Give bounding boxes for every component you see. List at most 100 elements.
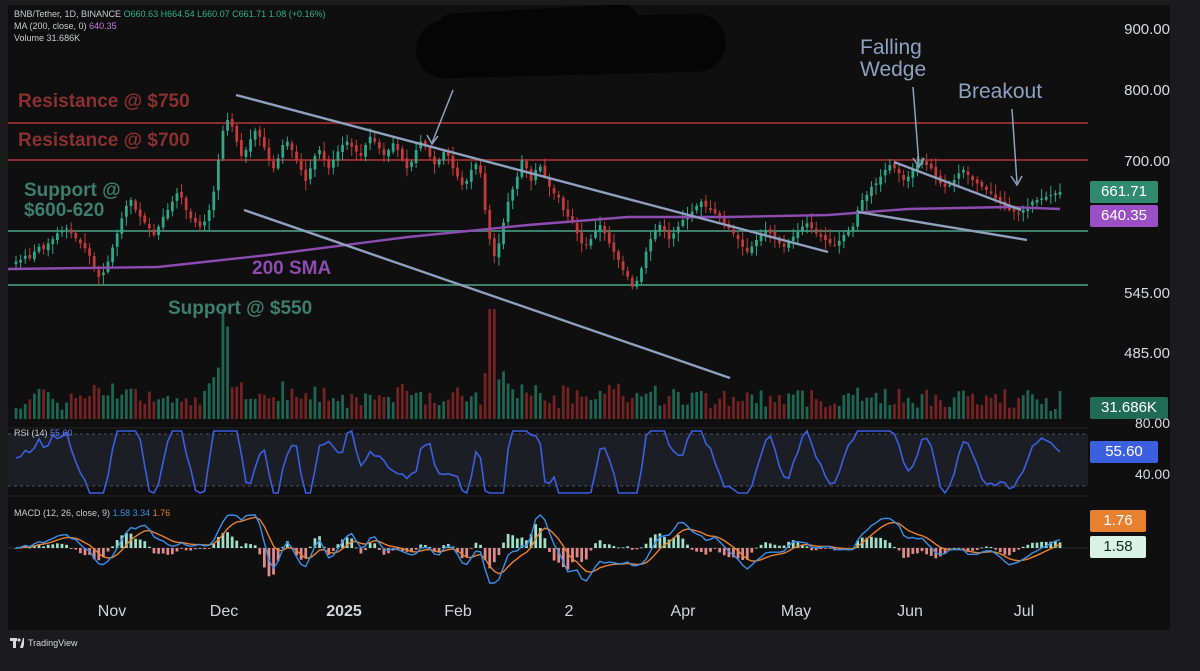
volume-bar bbox=[437, 405, 441, 419]
volume-bar bbox=[474, 392, 478, 419]
time-label-apr: Apr bbox=[670, 603, 696, 620]
macd-hist-bar bbox=[943, 548, 947, 554]
volume-bar bbox=[124, 389, 128, 419]
candle-body bbox=[897, 168, 901, 174]
candle-body bbox=[975, 179, 979, 184]
macd-value-tag: 1.58 bbox=[1090, 536, 1146, 558]
macd-hist-bar bbox=[304, 548, 308, 558]
price-tick-545: 545.00 bbox=[1124, 285, 1170, 302]
volume-bar bbox=[442, 401, 446, 419]
volume-bar bbox=[230, 387, 234, 419]
macd-hist-bar bbox=[598, 540, 602, 548]
macd-line bbox=[15, 514, 1061, 584]
volume-bar bbox=[630, 397, 634, 419]
macd-hist-bar bbox=[244, 543, 248, 548]
candle-body bbox=[796, 231, 800, 238]
candle-body bbox=[382, 149, 386, 155]
volume-bar bbox=[791, 394, 795, 419]
volume-bar bbox=[529, 395, 533, 419]
macd-hist-bar bbox=[902, 548, 906, 558]
candle-body bbox=[566, 209, 570, 217]
macd-hist-bar bbox=[502, 542, 505, 548]
macd-hist-bar bbox=[1003, 548, 1007, 555]
candle-body bbox=[580, 232, 584, 244]
macd-hist-bar bbox=[584, 548, 588, 560]
macd-hist-bar bbox=[437, 548, 441, 552]
macd-hist-bar bbox=[649, 537, 653, 548]
volume-bar bbox=[488, 309, 492, 419]
candle-body bbox=[718, 212, 722, 219]
macd-hist-bar bbox=[690, 548, 694, 550]
annotation-support-550: Support @ $550 bbox=[168, 298, 313, 319]
macd-hist-bar bbox=[704, 548, 708, 555]
volume-bar bbox=[525, 392, 528, 419]
volume-bar bbox=[396, 387, 400, 419]
legend-signal-value: 1.76 bbox=[152, 508, 171, 518]
volume-bar bbox=[368, 394, 372, 419]
macd-hist-bar bbox=[520, 537, 524, 548]
candle-body bbox=[810, 222, 814, 229]
macd-hist-bar bbox=[975, 548, 979, 550]
candle-body bbox=[373, 138, 377, 142]
candle-body bbox=[911, 170, 915, 178]
candle-body bbox=[414, 150, 418, 164]
candle-body bbox=[456, 167, 459, 177]
candle-body bbox=[253, 130, 257, 140]
volume-bar bbox=[842, 395, 846, 419]
volume-bar bbox=[281, 381, 285, 419]
volume-bar bbox=[589, 399, 593, 419]
macd-hist-bar bbox=[515, 538, 519, 548]
candle-body bbox=[212, 191, 216, 211]
macd-hist-bar bbox=[865, 537, 869, 548]
candle-body bbox=[925, 161, 929, 165]
candle-body bbox=[833, 244, 837, 246]
macd-hist-bar bbox=[911, 548, 915, 554]
candle-body bbox=[290, 143, 294, 150]
candle-body bbox=[341, 145, 344, 153]
volume-bar bbox=[102, 395, 105, 419]
macd-hist-bar bbox=[630, 548, 634, 550]
macd-hist-bar bbox=[479, 544, 482, 548]
ma-price-tag: 640.35 bbox=[1090, 205, 1158, 227]
time-label-dec: Dec bbox=[209, 603, 239, 620]
candle-body bbox=[345, 141, 349, 145]
candle-body bbox=[1021, 210, 1025, 213]
volume-bar bbox=[465, 401, 469, 419]
macd-hist-bar bbox=[957, 547, 961, 549]
chart-pane[interactable]: BNB/Tether, 1D, BINANCE O660.63 H664.54 … bbox=[8, 5, 1088, 630]
macd-hist-bar bbox=[773, 544, 777, 548]
volume-bar bbox=[649, 391, 653, 419]
macd-hist-bar bbox=[745, 548, 749, 560]
volume-bar bbox=[704, 392, 708, 419]
candle-body bbox=[819, 234, 823, 237]
macd-hist-bar bbox=[193, 548, 197, 550]
macd-hist-bar bbox=[65, 544, 68, 548]
macd-hist-bar bbox=[170, 548, 174, 555]
volume-bar bbox=[1026, 390, 1030, 419]
candle-body bbox=[649, 239, 653, 252]
macd-hist-bar bbox=[69, 548, 73, 549]
volume-bar bbox=[258, 393, 262, 419]
candle-body bbox=[653, 230, 657, 240]
macd-hist-bar bbox=[492, 548, 496, 563]
price-axis[interactable]: 900.00 800.00 700.00 545.00 485.00 661.7… bbox=[1088, 5, 1170, 630]
candle-body bbox=[97, 269, 101, 277]
volume-bar bbox=[138, 400, 142, 419]
candle-body bbox=[805, 223, 809, 228]
candle-body bbox=[193, 217, 197, 223]
candle-body bbox=[433, 156, 436, 165]
volume-bar bbox=[732, 396, 735, 419]
candle-body bbox=[285, 141, 289, 147]
macd-signal-line bbox=[15, 516, 1061, 575]
annotation-breakout: Breakout bbox=[958, 80, 1043, 103]
candle-body bbox=[1031, 201, 1034, 206]
macd-hist-bar bbox=[134, 538, 137, 548]
macd-hist-bar bbox=[791, 540, 795, 548]
candle-body bbox=[51, 239, 55, 245]
candle-body bbox=[644, 251, 648, 269]
volume-bar bbox=[994, 394, 997, 419]
volume-bar bbox=[966, 396, 970, 419]
rsi-value-tag: 55.60 bbox=[1090, 441, 1158, 463]
volume-bar bbox=[814, 398, 818, 419]
